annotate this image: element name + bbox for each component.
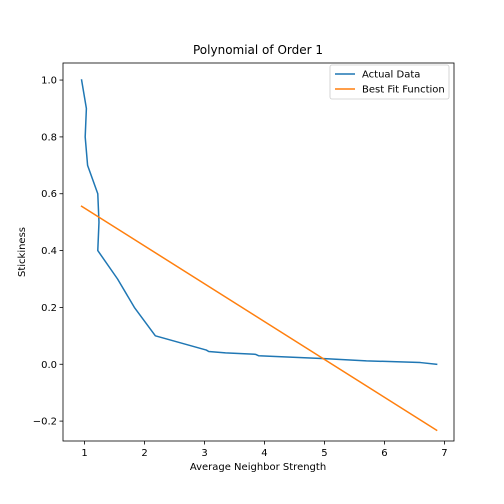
x-tick-label: 1 xyxy=(81,448,87,459)
x-tick-label: 4 xyxy=(261,448,267,459)
series-line-best-fit-function xyxy=(80,205,438,432)
x-tick-label: 6 xyxy=(381,448,387,459)
legend-label: Best Fit Function xyxy=(362,85,445,96)
y-tick-label: 0.8 xyxy=(41,132,57,143)
y-tick-label: −0.2 xyxy=(33,417,57,428)
plot-area: 1 2 3 4 5 6 7 −0.2 0.0 0.2 0.4 0.6 0.8 1.0 Actual Data… xyxy=(33,62,455,459)
x-tick-label: 2 xyxy=(141,448,147,459)
y-tick-label: 0.0 xyxy=(41,360,57,371)
x-tick-label: 5 xyxy=(321,448,327,459)
chart-title: Polynomial of Order 1 xyxy=(193,43,323,57)
x-axis-label: Average Neighbor Strength xyxy=(190,462,326,473)
legend-label: Actual Data xyxy=(362,70,420,81)
axes-frame xyxy=(62,62,455,442)
legend xyxy=(329,64,450,100)
y-tick-label: 1.0 xyxy=(41,76,57,87)
y-tick-label: 0.4 xyxy=(41,246,57,257)
x-tick-label: 7 xyxy=(441,448,447,459)
y-axis-label: Stickiness xyxy=(17,227,28,277)
y-tick-label: 0.6 xyxy=(41,189,57,200)
y-tick-label: 0.2 xyxy=(41,303,57,314)
x-tick-label: 3 xyxy=(201,448,207,459)
